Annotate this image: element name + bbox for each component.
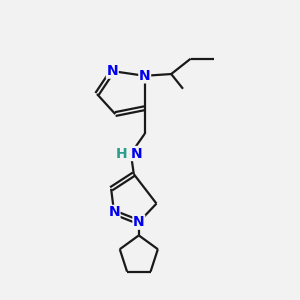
Text: N: N — [133, 215, 145, 229]
Text: H: H — [116, 146, 128, 161]
Text: N: N — [106, 64, 118, 78]
Text: N: N — [130, 146, 142, 161]
Text: N: N — [139, 69, 151, 83]
Text: N: N — [108, 206, 120, 219]
